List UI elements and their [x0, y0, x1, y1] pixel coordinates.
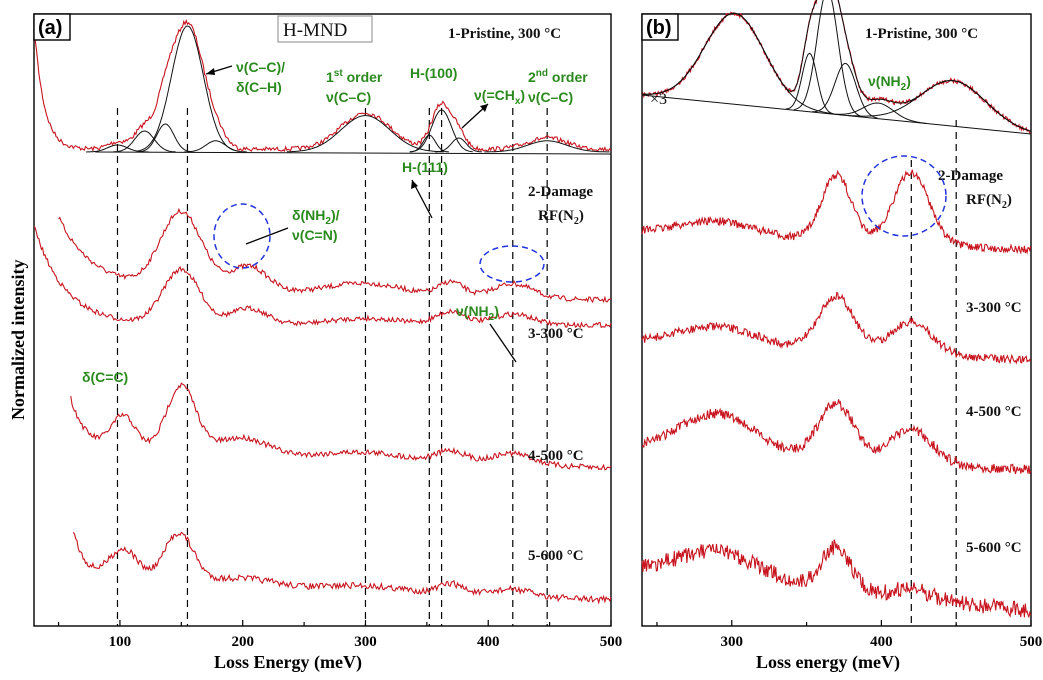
b-fit-component-5 [830, 102, 927, 124]
scale-factor-label: ×3 [650, 91, 667, 108]
arrowhead-nu-cc [206, 68, 215, 75]
b-label-series-4: 4-500 °C [966, 404, 1022, 420]
a-fit-component-4 [136, 25, 239, 152]
a-fit-component-3 [137, 123, 192, 153]
y-axis-label: Normalized intensity [8, 260, 28, 420]
ann-second-order: 2nd order [528, 68, 588, 85]
b-tick-label-300: 300 [721, 634, 744, 650]
ann-nu-cc: ν(C–C)/ [236, 59, 285, 75]
a-tick-label-200: 200 [231, 634, 254, 650]
panel-b-label: (b) [646, 17, 672, 39]
panel-a-traces [33, 18, 612, 605]
panel-a-label: (a) [38, 17, 62, 39]
ann-h111: H-(111) [402, 159, 448, 175]
panel-a-frame [33, 13, 612, 627]
panel-b-frame [641, 13, 1032, 627]
a-label-series-3: 3-300 °C [528, 326, 584, 342]
ann-dnh2: δ(NH2)/ [292, 207, 340, 227]
b-fit-envelope [642, 0, 1032, 132]
b-trace-series-4 [641, 399, 1032, 475]
ann-first-order-mode: ν(C–C) [326, 89, 371, 105]
ann-chx: ν(=CHx) [474, 87, 525, 107]
a-fit-component-2 [113, 130, 176, 153]
b-fit-component-3 [793, 0, 861, 117]
a-label-series-2-line1: 2-Damage [528, 184, 593, 200]
a-fit-component-6 [286, 115, 445, 153]
a-trace-series-3 [33, 226, 612, 329]
b-fit-baseline [641, 94, 1032, 135]
a-fit-component-10 [484, 140, 610, 153]
a-trace-series-1 [33, 18, 612, 153]
a-fit-component-9 [435, 137, 482, 153]
highlight-circle-nh2-a [479, 245, 545, 283]
panel-a-x-ticks: 100 200 300 400 500 [57, 620, 623, 650]
b-label-series-2-line2: RF(N2) [966, 192, 1012, 211]
sample-box [277, 15, 373, 43]
b-label-series-3: 3-300 °C [966, 300, 1022, 316]
a-fit-baseline [95, 151, 612, 155]
b-label-series-1: 1-Pristine, 300 °C [865, 26, 978, 42]
b-fit-component-2 [785, 52, 834, 115]
ann-dch: δ(C–H) [236, 79, 282, 95]
a-trace-series-2 [58, 207, 612, 304]
arrowhead-chx [480, 104, 488, 112]
a-fit-component-8 [410, 109, 473, 153]
ann-nh2-b: ν(NH2) [868, 73, 911, 93]
b-tick-label-500: 500 [1020, 634, 1043, 650]
b-fit-component-4 [812, 62, 878, 119]
sample-label: H-MND [283, 20, 347, 41]
highlight-circle-nh2-b [861, 155, 947, 237]
panel-b-x-axis-label: Loss energy (meV) [756, 652, 900, 673]
arrow-nh2-a [489, 323, 517, 363]
b-trace-series-5 [641, 539, 1032, 619]
a-label-series-1: 1-Pristine, 300 °C [448, 26, 561, 42]
b-trace-series-1 [641, 0, 1031, 134]
b-label-series-2-line1: 2-Damage [938, 168, 1003, 184]
arrowhead-h111 [411, 180, 418, 189]
b-tick-label-400: 400 [870, 634, 893, 650]
highlight-circle-dnh2 [213, 203, 271, 269]
a-tick-label-300: 300 [354, 634, 377, 650]
ann-h100: H-(100) [410, 65, 457, 81]
annotation-arrows [205, 65, 517, 363]
ann-dcc: δ(C=C) [82, 369, 128, 385]
b-label-series-5: 5-600 °C [966, 540, 1022, 556]
ann-cn: ν(C=N) [292, 227, 338, 243]
panel-b-x-ticks: 300 400 500 [656, 620, 1043, 650]
b-trace-series-3 [641, 291, 1032, 365]
a-tick-label-400: 400 [477, 634, 500, 650]
a-tick-label-100: 100 [109, 634, 132, 650]
a-label-series-4: 4-500 °C [528, 448, 584, 464]
panel-b-label-box [641, 13, 679, 41]
ann-second-order-mode: ν(C–C) [528, 89, 573, 105]
a-label-series-5: 5-600 °C [528, 548, 584, 564]
panel-b-traces [641, 0, 1032, 619]
panel-a-reference-lines [116, 108, 548, 626]
arrow-dnh2 [245, 227, 289, 245]
panel-a-x-axis-label: Loss Energy (meV) [214, 652, 362, 673]
b-trace-series-2 [641, 169, 1032, 255]
ann-first-order: 1st order [326, 68, 383, 85]
panel-a-label-box [33, 13, 71, 41]
a-trace-series-4 [70, 382, 612, 471]
panel-b-reference-lines [910, 120, 957, 626]
a-tick-label-500: 500 [600, 634, 623, 650]
a-fit-component-5 [184, 140, 247, 153]
a-label-series-2-line2: RF(N2) [538, 208, 584, 227]
ann-nh2-a: ν(NH2) [456, 303, 499, 323]
a-trace-series-5 [72, 531, 612, 605]
